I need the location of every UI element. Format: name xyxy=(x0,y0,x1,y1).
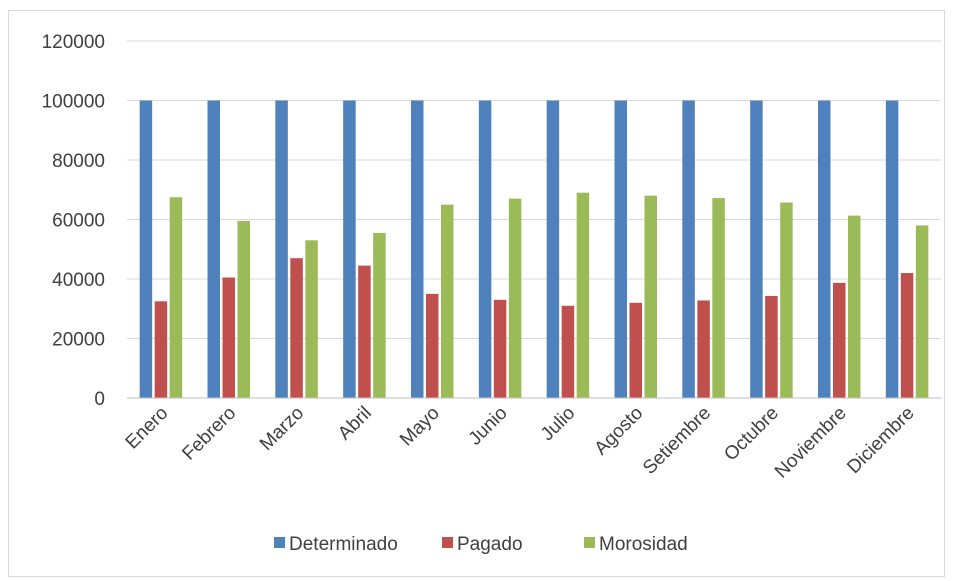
legend-swatch-morosidad xyxy=(584,537,595,548)
y-tick-label: 0 xyxy=(94,389,105,410)
x-tick-label: Mayo xyxy=(396,403,444,451)
legend-label-determinado: Determinado xyxy=(289,534,398,555)
bar-morosidad-julio xyxy=(576,192,590,398)
x-tick-label: Noviembre xyxy=(771,403,851,483)
y-axis-ticks: 0 20000 40000 60000 80000 100000 120000 xyxy=(42,32,105,410)
x-tick-label: Setiembre xyxy=(639,403,715,479)
x-tick-label: Junio xyxy=(465,403,512,450)
bar-determinado-setiembre xyxy=(682,100,695,398)
bars xyxy=(139,100,929,398)
bar-pagado-junio xyxy=(493,299,507,398)
bar-determinado-febrero xyxy=(207,100,220,398)
bar-determinado-junio xyxy=(478,100,492,398)
bar-morosidad-diciembre xyxy=(915,225,929,398)
y-tick-label: 20000 xyxy=(52,330,105,351)
bar-morosidad-febrero xyxy=(237,220,250,398)
bar-morosidad-junio xyxy=(508,198,522,398)
bar-morosidad-abril xyxy=(373,232,386,398)
x-axis-ticks: Enero Febrero Marzo Abril Mayo Junio Julio Agos… xyxy=(122,403,919,483)
legend-swatch-determinado xyxy=(274,537,285,548)
gridlines xyxy=(127,40,941,339)
bar-pagado-noviembre xyxy=(833,282,846,398)
bar-pagado-julio xyxy=(561,305,575,398)
legend-swatch-pagado xyxy=(442,537,453,548)
bar-pagado-abril xyxy=(358,265,371,398)
y-tick-label: 40000 xyxy=(52,270,105,291)
y-tick-label: 100000 xyxy=(42,92,105,113)
bar-determinado-marzo xyxy=(275,100,288,398)
bar-morosidad-mayo xyxy=(441,204,454,398)
bar-pagado-marzo xyxy=(290,258,303,398)
bar-morosidad-noviembre xyxy=(848,215,861,398)
bar-pagado-enero xyxy=(154,301,168,398)
bar-determinado-julio xyxy=(546,100,560,398)
bar-morosidad-enero xyxy=(169,197,183,398)
bar-determinado-enero xyxy=(139,100,153,398)
bar-pagado-febrero xyxy=(222,277,235,398)
bar-pagado-agosto xyxy=(629,302,642,398)
x-tick-label: Octubre xyxy=(720,403,783,466)
bar-determinado-abril xyxy=(343,100,356,398)
x-tick-label: Abril xyxy=(334,403,376,445)
bar-determinado-noviembre xyxy=(818,100,831,398)
bar-morosidad-octubre xyxy=(780,202,793,398)
y-tick-label: 120000 xyxy=(42,32,105,53)
bar-determinado-mayo xyxy=(411,100,424,398)
bar-determinado-agosto xyxy=(614,100,627,398)
bar-pagado-diciembre xyxy=(900,273,914,398)
bar-pagado-mayo xyxy=(426,293,439,398)
bar-morosidad-marzo xyxy=(305,240,318,398)
bar-determinado-octubre xyxy=(750,100,763,398)
bar-morosidad-agosto xyxy=(644,195,657,398)
x-tick-label: Julio xyxy=(537,403,579,445)
bar-pagado-setiembre xyxy=(697,300,710,398)
bar-pagado-octubre xyxy=(765,295,778,398)
legend-label-pagado: Pagado xyxy=(457,534,523,555)
legend-label-morosidad: Morosidad xyxy=(599,534,688,555)
y-tick-label: 60000 xyxy=(52,211,105,232)
bar-morosidad-setiembre xyxy=(712,198,725,398)
y-tick-label: 80000 xyxy=(52,151,105,172)
x-tick-label: Enero xyxy=(122,403,173,454)
x-tick-label: Febrero xyxy=(178,403,240,465)
x-tick-label: Marzo xyxy=(256,403,308,455)
bar-determinado-diciembre xyxy=(885,100,899,398)
legend: Determinado Pagado Morosidad xyxy=(274,534,688,555)
x-tick-label: Agosto xyxy=(591,403,648,460)
x-tick-label: Diciembre xyxy=(843,403,918,478)
